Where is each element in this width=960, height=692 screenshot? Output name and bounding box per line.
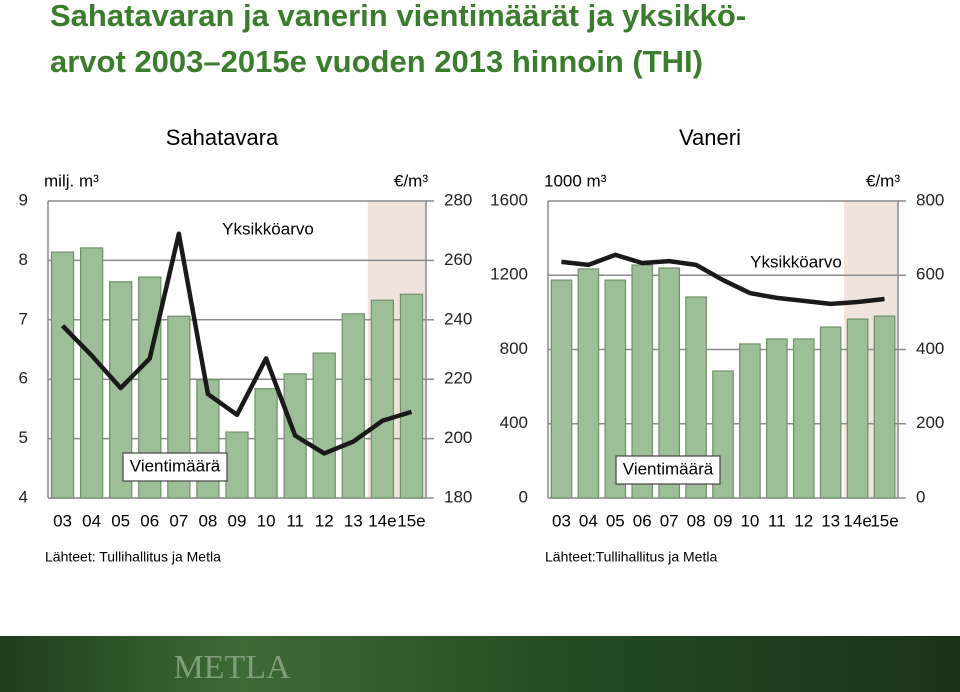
series-label: Yksikköarvo: [222, 219, 314, 238]
label-box: [122, 452, 228, 482]
bar: [370, 299, 395, 499]
bar: [819, 326, 842, 499]
y2-tick-label: 280: [444, 190, 472, 209]
x-tick-label: 15e: [870, 511, 898, 530]
bar: [550, 279, 573, 499]
y-tick-label: 5: [19, 428, 28, 447]
y-tick-label: 400: [500, 413, 528, 432]
x-tick-label: 09: [714, 511, 733, 530]
bar: [225, 431, 249, 499]
y2-tick-label: 0: [916, 487, 925, 506]
y2-tick-label: 220: [444, 369, 472, 388]
bar: [79, 247, 104, 499]
x-tick-label: 05: [111, 511, 130, 530]
x-tick-label: 11: [286, 511, 304, 530]
bar: [685, 296, 707, 499]
bar: [312, 352, 336, 499]
bar: [658, 267, 680, 499]
bar: [341, 313, 365, 499]
y2-tick-label: 200: [444, 428, 472, 447]
y2-tick-label: 260: [444, 250, 472, 269]
y-tick-label: 9: [19, 190, 28, 209]
series-label: Yksikköarvo: [750, 252, 842, 271]
y2-tick-label: 600: [916, 265, 944, 284]
x-tick-label: 11: [768, 511, 786, 530]
y-tick-label: 1200: [490, 265, 528, 284]
y-tick-label: 6: [19, 369, 28, 388]
bar: [739, 343, 761, 499]
y-tick-label: 4: [19, 487, 28, 506]
x-tick-label: 07: [660, 511, 679, 530]
x-tick-label: 07: [169, 511, 188, 530]
x-tick-label: 08: [198, 511, 217, 530]
bar: [846, 318, 869, 499]
x-tick-label: 13: [821, 511, 840, 530]
y2-axis-label: €/m³: [394, 171, 428, 190]
y2-tick-label: 180: [444, 487, 472, 506]
x-tick-label: 14e: [368, 511, 396, 530]
series-label: Vientimäärä: [623, 459, 714, 478]
x-tick-label: 10: [257, 511, 276, 530]
bar: [50, 251, 75, 499]
y-tick-label: 800: [500, 339, 528, 358]
footer-logo: METLA: [173, 649, 291, 686]
chart-title: Vaneri: [679, 125, 741, 150]
x-tick-label: 12: [315, 511, 334, 530]
bar: [792, 338, 815, 499]
x-tick-label: 06: [140, 511, 159, 530]
x-tick-label: 09: [228, 511, 247, 530]
label-box: [615, 455, 721, 485]
x-tick-label: 05: [606, 511, 625, 530]
bar: [254, 388, 278, 499]
slide-title: arvot 2003–2015e vuoden 2013 hinnoin (TH…: [50, 44, 703, 79]
x-tick-label: 08: [687, 511, 706, 530]
y-axis-label: milj. m³: [44, 171, 99, 190]
x-tick-label: 13: [344, 511, 363, 530]
x-tick-label: 06: [633, 511, 652, 530]
y2-tick-label: 240: [444, 309, 472, 328]
y-tick-label: 8: [19, 250, 28, 269]
bar: [766, 338, 788, 499]
y2-tick-label: 200: [916, 413, 944, 432]
x-tick-label: 10: [740, 511, 759, 530]
line: [561, 252, 885, 307]
bar: [604, 279, 627, 499]
bar: [873, 315, 896, 499]
y2-tick-label: 800: [916, 190, 944, 209]
source: Lähteet:Tullihallitus ja Metla: [545, 549, 717, 565]
slide-title: Sahatavaran ja vanerin vientimäärät ja y…: [50, 0, 746, 33]
x-tick-label: 12: [794, 511, 813, 530]
bar: [399, 293, 424, 499]
y-tick-label: 1600: [490, 190, 528, 209]
bar: [577, 268, 600, 499]
chart-title: Sahatavara: [166, 125, 279, 150]
series-label: Vientimäärä: [130, 456, 221, 475]
x-tick-label: 03: [53, 511, 72, 530]
y2-axis-label: €/m³: [866, 171, 900, 190]
x-tick-label: 15e: [397, 511, 425, 530]
y-tick-label: 7: [19, 309, 28, 328]
line: [60, 231, 413, 456]
footer-band: [0, 636, 960, 692]
y-axis-label: 1000 m³: [544, 171, 607, 190]
x-tick-label: 14e: [843, 511, 871, 530]
source: Lähteet: Tullihallitus ja Metla: [45, 549, 221, 565]
x-tick-label: 04: [82, 511, 101, 530]
y2-tick-label: 400: [916, 339, 944, 358]
y-tick-label: 0: [519, 487, 528, 506]
x-tick-label: 04: [579, 511, 598, 530]
x-tick-label: 03: [552, 511, 571, 530]
